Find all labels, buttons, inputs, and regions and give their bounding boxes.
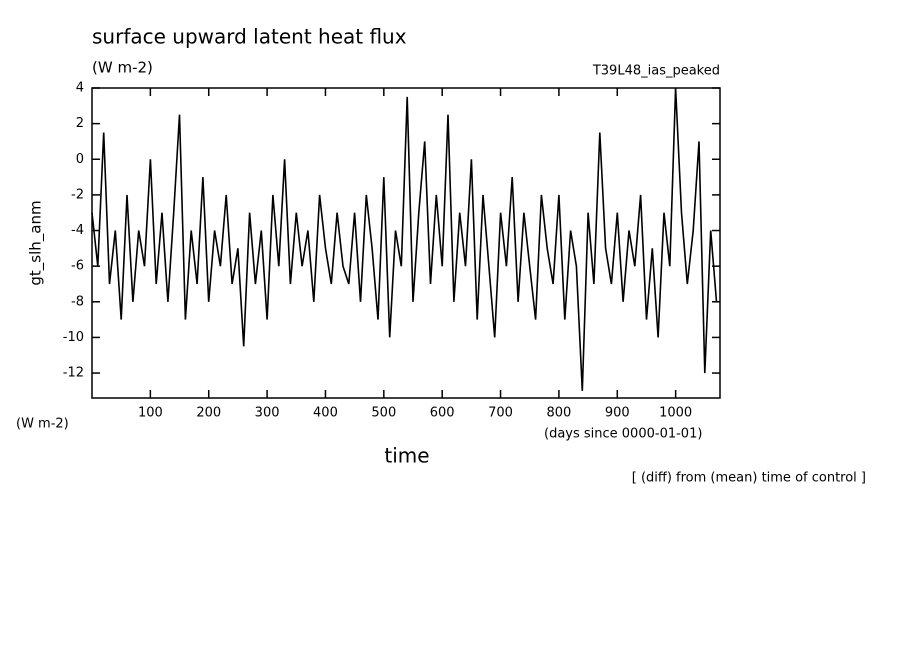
x-tick-label: 1000 bbox=[659, 406, 692, 421]
y-tick-label: -8 bbox=[71, 294, 84, 309]
y-tick-label: -12 bbox=[63, 366, 84, 381]
subtitle: (W m-2) bbox=[92, 59, 153, 77]
data-line bbox=[91, 87, 718, 391]
annotation: T39L48_ias_peaked bbox=[592, 64, 720, 79]
y-tick-label: -10 bbox=[63, 330, 84, 345]
x-units: (days since 0000-01-01) bbox=[544, 427, 702, 442]
y-tick-label: 4 bbox=[76, 81, 84, 96]
y-tick-label: 2 bbox=[76, 116, 84, 131]
footnote: [ (diff) from (mean) time of control ] bbox=[632, 471, 866, 486]
y-tick-label: -2 bbox=[71, 187, 84, 202]
y-tick-label: -4 bbox=[71, 223, 84, 238]
x-tick-label: 500 bbox=[371, 406, 396, 421]
x-tick-label: 900 bbox=[605, 406, 630, 421]
x-tick-label: 200 bbox=[196, 406, 221, 421]
y-tick-label: 0 bbox=[76, 152, 84, 167]
y-axis-label: gt_slh_anm bbox=[27, 200, 46, 285]
x-axis-label: time bbox=[384, 444, 429, 468]
x-tick-label: 600 bbox=[430, 406, 455, 421]
x-tick-label: 100 bbox=[138, 406, 163, 421]
chart-title: surface upward latent heat flux bbox=[92, 25, 407, 49]
y-tick-label: -6 bbox=[71, 259, 84, 274]
x-tick-label: 700 bbox=[488, 406, 513, 421]
y-units: (W m-2) bbox=[16, 417, 69, 432]
x-tick-label: 400 bbox=[313, 406, 338, 421]
x-tick-label: 800 bbox=[547, 406, 572, 421]
plot-frame bbox=[91, 87, 721, 399]
x-tick-label: 300 bbox=[255, 406, 280, 421]
